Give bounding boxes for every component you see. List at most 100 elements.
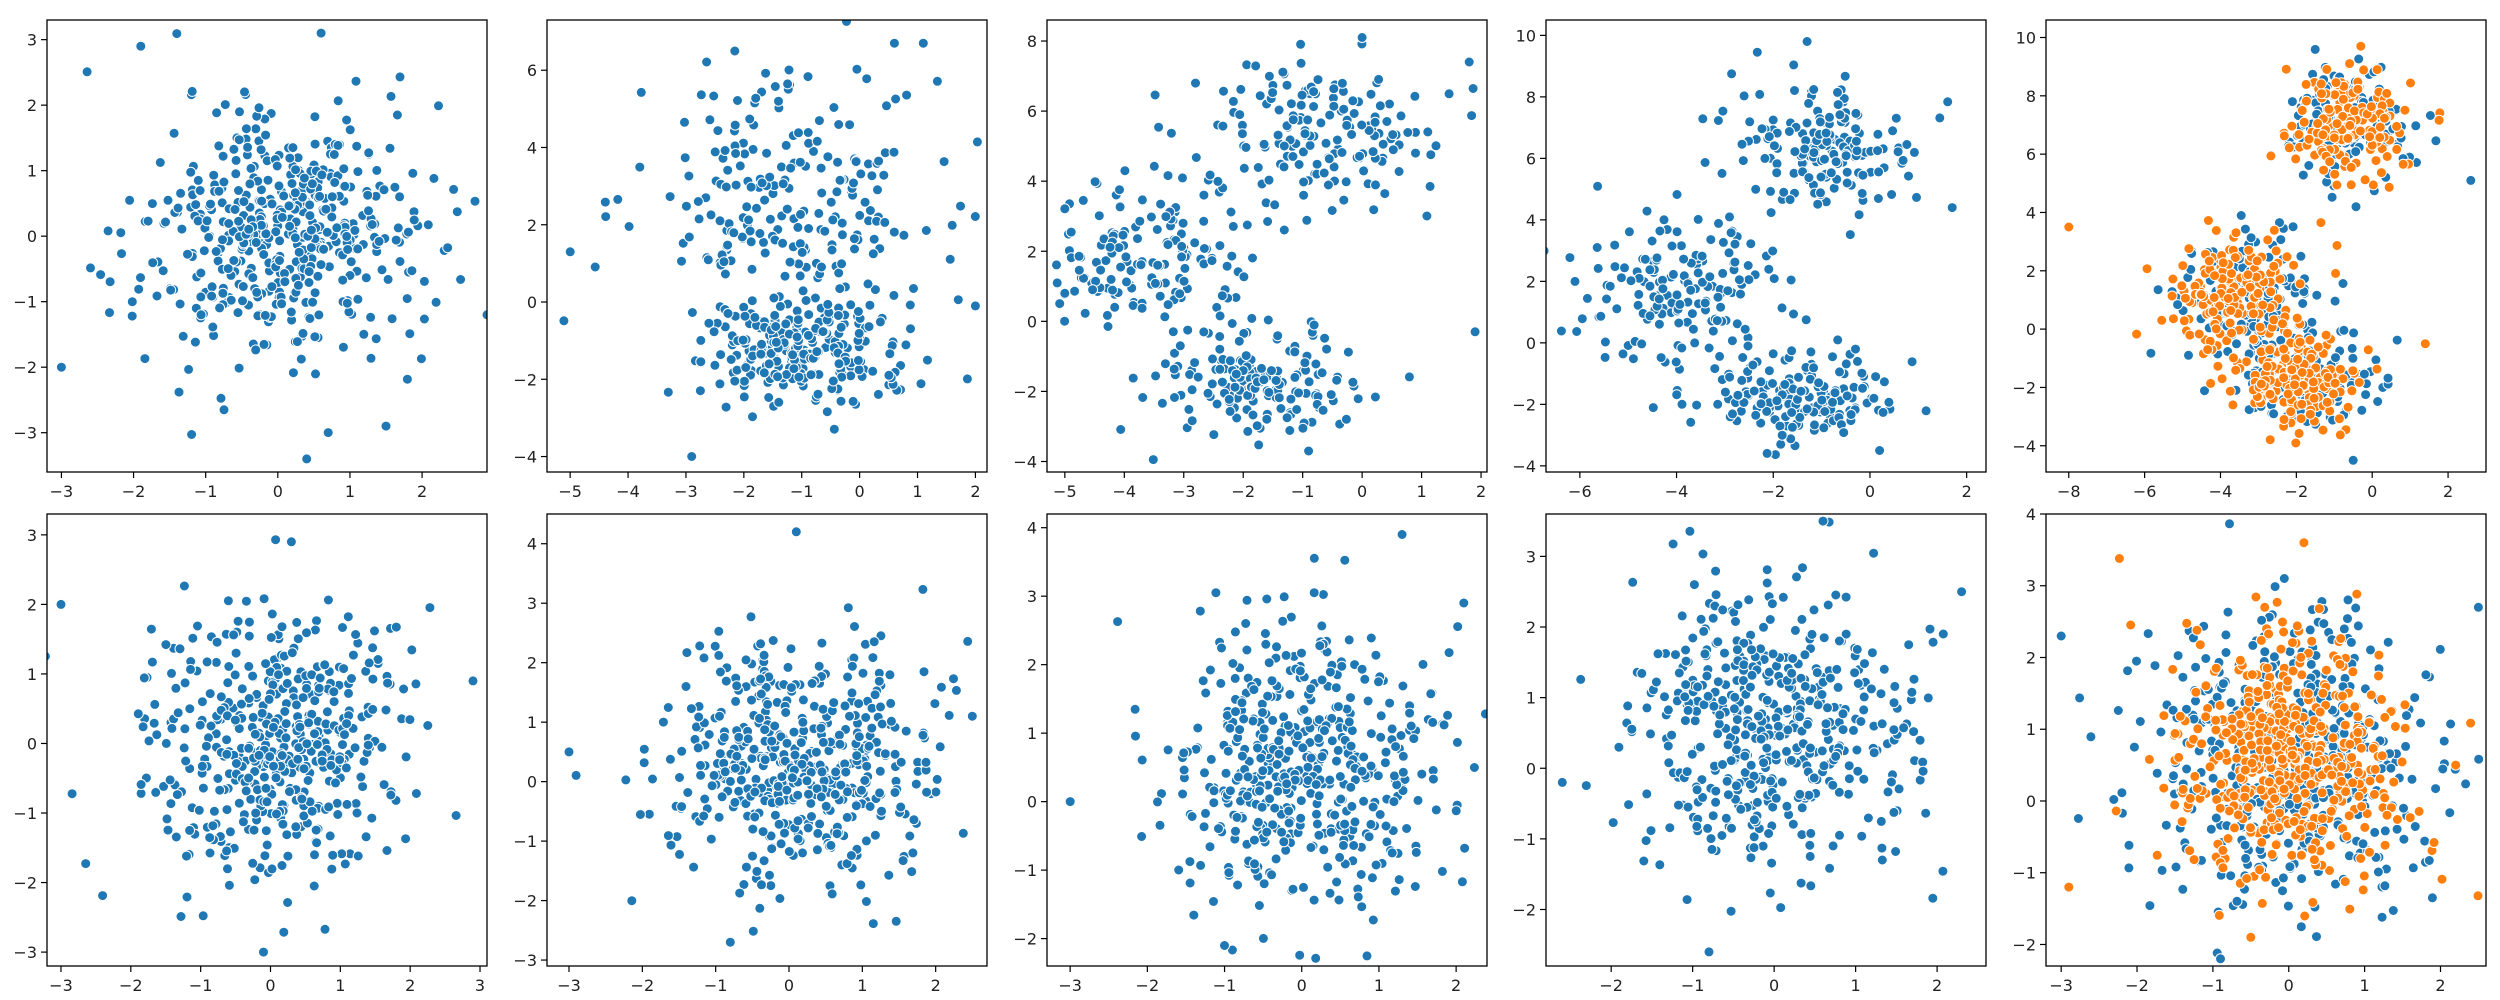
scatter-point xyxy=(81,66,93,78)
scatter-point xyxy=(2333,413,2345,425)
scatter-point xyxy=(229,204,241,215)
y-tick-label: 0 xyxy=(527,773,537,792)
scatter-point xyxy=(715,349,727,361)
scatter-point xyxy=(1699,648,1711,660)
scatter-point xyxy=(2131,328,2143,340)
scatter-point xyxy=(754,228,766,239)
scatter-point xyxy=(1873,166,1885,178)
scatter-point xyxy=(126,310,138,322)
scatter-point xyxy=(885,715,897,727)
scatter-point xyxy=(1384,697,1396,709)
x-tick-label: −3 xyxy=(1172,482,1196,501)
scatter-point xyxy=(1263,657,1275,669)
scatter-point xyxy=(1120,251,1132,263)
scatter-point xyxy=(832,310,844,321)
scatter-point xyxy=(814,818,826,830)
scatter-point xyxy=(828,697,840,709)
scatter-point xyxy=(1765,775,1777,787)
scatter-point xyxy=(2248,333,2259,345)
scatter-point xyxy=(853,327,865,339)
scatter-point xyxy=(867,918,879,930)
scatter-point xyxy=(1311,818,1323,830)
scatter-point xyxy=(1834,109,1846,121)
x-tick-label: −6 xyxy=(1568,482,1592,501)
scatter-point xyxy=(207,820,219,832)
scatter-point xyxy=(897,855,909,867)
scatter-point xyxy=(679,152,691,164)
scatter-point xyxy=(2239,223,2251,235)
scatter-point xyxy=(2324,156,2336,168)
scatter-point xyxy=(1248,684,1260,696)
scatter-point xyxy=(1767,114,1779,126)
scatter-point xyxy=(1154,819,1166,831)
scatter-point xyxy=(66,788,78,800)
y-tick-label: −1 xyxy=(1013,861,1037,880)
x-tick-label: −1 xyxy=(1291,482,1315,501)
scatter-point xyxy=(303,277,315,288)
scatter-point xyxy=(1150,370,1162,382)
scatter-point xyxy=(1059,315,1071,327)
scatter-point xyxy=(1214,240,1226,252)
scatter-point xyxy=(773,818,785,830)
scatter-point xyxy=(1655,352,1667,364)
scatter-point xyxy=(1216,642,1227,654)
scatter-point xyxy=(808,145,819,157)
scatter-point xyxy=(195,309,207,321)
scatter-point xyxy=(2226,327,2237,339)
y-tick-label: −4 xyxy=(513,448,537,467)
scatter-point xyxy=(857,667,869,679)
scatter-point xyxy=(1339,818,1351,830)
scatter-point xyxy=(1397,766,1409,778)
scatter-point xyxy=(1436,865,1448,877)
scatter-point xyxy=(734,160,746,172)
scatter-point xyxy=(174,298,186,310)
scatter-point xyxy=(815,162,827,174)
scatter-point xyxy=(347,649,359,661)
scatter-point xyxy=(164,774,176,786)
scatter-point xyxy=(1255,752,1267,764)
scatter-point xyxy=(1341,119,1353,131)
scatter-point xyxy=(1646,235,1658,247)
scatter-point xyxy=(1430,140,1442,152)
scatter-point xyxy=(1856,830,1868,842)
scatter-point xyxy=(1127,300,1139,311)
scatter-point xyxy=(1267,87,1279,99)
x-tick-label: 2 xyxy=(931,976,941,995)
scatter-point xyxy=(2183,243,2195,255)
scatter-point xyxy=(872,184,883,196)
scatter-point xyxy=(2352,83,2364,95)
scatter-point xyxy=(1805,346,1817,358)
scatter-point xyxy=(1379,757,1391,769)
scatter-point xyxy=(337,622,348,633)
scatter-point xyxy=(1224,785,1236,797)
points-group xyxy=(1556,515,1968,958)
scatter-point xyxy=(1362,695,1374,707)
scatter-point xyxy=(197,910,209,922)
scatter-point xyxy=(194,719,206,731)
scatter-point xyxy=(284,786,295,798)
scatter-point xyxy=(683,170,695,182)
scatter-point xyxy=(229,669,241,681)
scatter-point xyxy=(805,797,817,809)
scatter-point xyxy=(714,378,726,390)
scatter-point xyxy=(729,375,741,387)
scatter-point xyxy=(334,754,346,766)
scatter-point xyxy=(1324,109,1336,121)
scatter-point xyxy=(816,637,828,649)
scatter-point xyxy=(1768,140,1780,152)
scatter-point xyxy=(1210,587,1222,599)
scatter-point xyxy=(2370,155,2382,167)
scatter-point xyxy=(1220,767,1232,779)
scatter-point xyxy=(352,850,364,862)
scatter-point xyxy=(1374,100,1386,112)
scatter-point xyxy=(316,169,328,181)
scatter-point xyxy=(1102,321,1114,332)
scatter-point xyxy=(709,146,721,158)
scatter-point xyxy=(350,75,362,87)
scatter-point xyxy=(2278,414,2290,425)
scatter-point xyxy=(867,248,879,260)
scatter-point xyxy=(758,367,770,379)
